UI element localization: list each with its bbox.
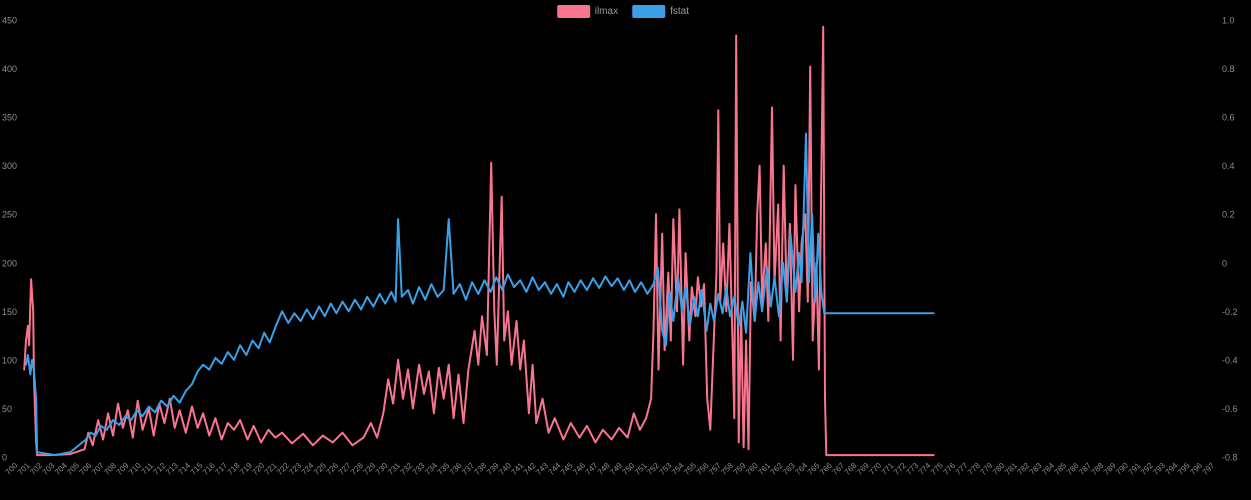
legend-label-fstat: fstat: [670, 6, 689, 17]
right-axis-tick: -0.6: [1222, 404, 1238, 414]
left-axis-tick: 400: [2, 64, 17, 74]
right-axis-tick: 0.8: [1222, 64, 1235, 74]
right-axis-tick: 0.4: [1222, 161, 1235, 171]
left-axis-tick: 450: [2, 16, 17, 26]
right-axis-tick: -0.2: [1222, 307, 1238, 317]
chart-legend: ilmax fstat: [556, 5, 689, 18]
right-axis-tick: 1.0: [1222, 16, 1235, 26]
series-line-ilmax: [23, 25, 935, 457]
right-axis-tick: 0.6: [1222, 113, 1235, 123]
left-axis-tick: 350: [2, 113, 17, 123]
left-axis-tick: 150: [2, 307, 17, 317]
left-axis-tick: 100: [2, 355, 17, 365]
right-axis-tick: 0: [1222, 258, 1227, 268]
right-axis-tick: -0.8: [1222, 453, 1238, 463]
left-axis-tick: 250: [2, 210, 17, 220]
left-axis-tick: 300: [2, 161, 17, 171]
legend-item-ilmax[interactable]: ilmax: [556, 5, 619, 18]
series-line-fstat: [25, 132, 935, 457]
left-axis-tick: 0: [2, 453, 7, 463]
legend-label-ilmax: ilmax: [594, 6, 619, 17]
legend-swatch-ilmax-icon: [556, 5, 590, 18]
right-axis-tick: 0.2: [1222, 210, 1235, 220]
legend-swatch-fstat-icon: [632, 5, 666, 18]
x-axis-tick: 797: [1201, 461, 1217, 477]
legend-item-fstat[interactable]: fstat: [632, 5, 689, 18]
left-axis-tick: 50: [2, 404, 12, 414]
left-axis-tick: 200: [2, 258, 17, 268]
right-axis-tick: -0.4: [1222, 355, 1238, 365]
